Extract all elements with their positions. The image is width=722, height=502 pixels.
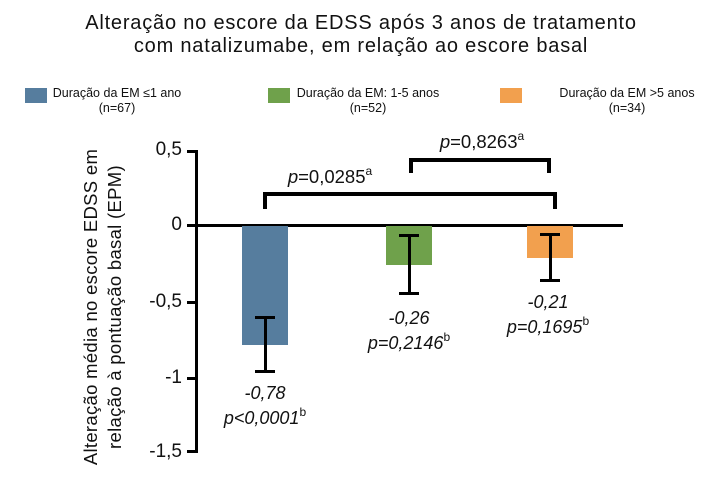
y-axis-title-line1: Alteração média no escore EDSS em (80, 148, 101, 466)
footnote-marker: b (582, 314, 590, 328)
legend-label: Duração da EM: 1-5 anos (296, 86, 440, 100)
footnote-marker: b (299, 405, 307, 419)
legend-label: Duração da EM >5 anos (559, 86, 695, 100)
p-symbol: p (439, 131, 451, 153)
error-bar-cap-top (399, 234, 419, 237)
p-value: <0,0001 (233, 408, 300, 428)
bar-pvalue-short-duration: p<0,0001b (190, 405, 340, 429)
footnote-marker: a (517, 129, 525, 143)
comparison-pvalue-medium-vs-long: p=0,8263a (407, 129, 557, 153)
legend-label: Duração da EM ≤1 ano (52, 86, 182, 100)
chart-title: Alteração no escore da EDSS após 3 anos … (0, 12, 722, 58)
p-value: =0,1695 (516, 317, 583, 337)
legend-item-long-duration: Duração da EM >5 anos (n=34) (537, 86, 717, 116)
y-tick-label: 0 (171, 214, 182, 235)
y-axis-line (195, 150, 198, 453)
comparison-bracket-medium-vs-long (409, 158, 551, 173)
chart-title-line1: Alteração no escore da EDSS após 3 anos … (85, 12, 637, 34)
bar-value-medium-duration: -0,26 (388, 308, 430, 328)
chart-title-line2: com natalizumabe, em relação ao escore b… (133, 35, 589, 57)
legend-item-short-duration: Duração da EM ≤1 ano (n=67) (27, 86, 207, 116)
footnote-marker: b (443, 330, 451, 344)
p-symbol: p (223, 408, 234, 428)
y-axis-tick (187, 450, 196, 453)
footnote-marker: a (365, 164, 373, 178)
p-symbol: p (367, 333, 378, 353)
legend-n: (n=34) (608, 101, 646, 115)
legend-swatch-medium-duration (268, 88, 290, 103)
bar-pvalue-long-duration: p=0,1695b (473, 314, 623, 338)
bar-value-long-duration: -0,21 (527, 292, 569, 312)
y-axis-tick (187, 150, 196, 153)
p-symbol: p (506, 317, 517, 337)
error-bar-cap-bottom (540, 279, 560, 282)
error-bar-line (549, 233, 552, 282)
error-bar-cap-top (255, 316, 275, 319)
error-bar-cap-top (540, 233, 560, 236)
comparison-bracket-short-vs-long (263, 192, 557, 209)
y-tick-label: -1,5 (149, 441, 182, 462)
bar-value-short-duration: -0,78 (244, 383, 286, 403)
error-bar-line (408, 234, 411, 295)
legend-n: (n=52) (349, 101, 387, 115)
error-bar-line (264, 316, 267, 373)
comparison-pvalue-short-vs-long: p=0,0285a (255, 164, 405, 188)
legend-swatch-short-duration (25, 88, 47, 103)
bar-pvalue-medium-duration: p=0,2146b (334, 330, 484, 354)
y-axis-tick (187, 301, 196, 304)
legend-n: (n=67) (98, 101, 136, 115)
error-bar-cap-bottom (399, 292, 419, 295)
y-tick-label: 0,5 (155, 139, 182, 160)
error-bar-cap-bottom (255, 370, 275, 373)
legend-item-medium-duration: Duração da EM: 1-5 anos (n=52) (278, 86, 458, 116)
p-value: =0,2146 (377, 333, 444, 353)
y-tick-label: -0,5 (149, 291, 182, 312)
y-axis-tick (187, 224, 196, 227)
x-axis-zero-line (195, 224, 623, 227)
legend-swatch-long-duration (500, 88, 522, 103)
p-symbol: p (287, 166, 299, 188)
y-tick-label: -1 (165, 367, 182, 388)
p-value: =0,8263 (450, 131, 518, 153)
y-axis-tick (187, 377, 196, 380)
p-value: =0,0285 (298, 166, 366, 188)
